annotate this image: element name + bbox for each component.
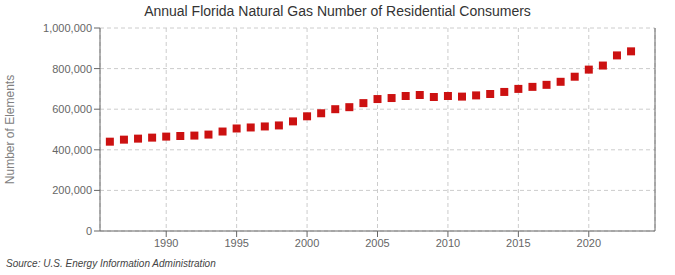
svg-text:0: 0 xyxy=(86,225,92,237)
svg-text:2015: 2015 xyxy=(506,237,530,249)
html-text:Source: U.S. Energy Informatio: Source: U.S. Energy Information Administ… xyxy=(6,258,216,269)
svg-text:1,000,000: 1,000,000 xyxy=(43,22,92,34)
html-text:Annual Florida Natural Gas Num: Annual Florida Natural Gas Number of Res… xyxy=(144,3,531,19)
svg-text:200,000: 200,000 xyxy=(52,184,92,196)
svg-text:2010: 2010 xyxy=(436,237,460,249)
svg-text:Number of Elements: Number of Elements xyxy=(8,75,17,184)
svg-text:800,000: 800,000 xyxy=(52,63,92,75)
svg-text:1995: 1995 xyxy=(224,237,248,249)
svg-text:2005: 2005 xyxy=(365,237,389,249)
svg-text:1990: 1990 xyxy=(154,237,178,249)
svg-text:2000: 2000 xyxy=(295,237,319,249)
svg-text:600,000: 600,000 xyxy=(52,103,92,115)
svg-text:2020: 2020 xyxy=(577,237,601,249)
svg-text:400,000: 400,000 xyxy=(52,144,92,156)
